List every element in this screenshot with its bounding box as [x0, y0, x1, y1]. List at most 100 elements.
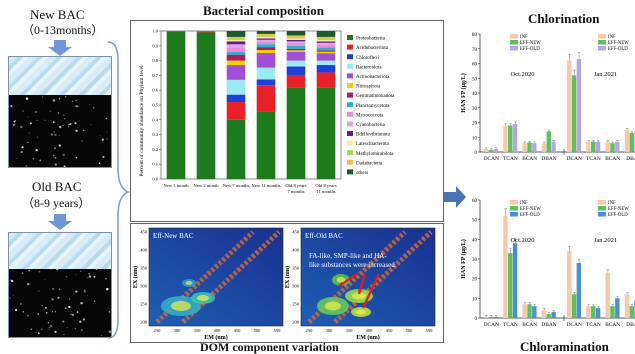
bar-segment-methylomirabilota — [256, 35, 276, 37]
bar-segment-dadabacteria — [256, 33, 276, 36]
particle — [14, 119, 17, 122]
particle — [25, 97, 29, 100]
particle — [80, 270, 82, 272]
bar-segment-proteobacteria — [256, 111, 276, 179]
particle — [69, 122, 72, 125]
legend-label: Bdellovibrionota — [356, 133, 391, 138]
han-legend-swatch — [510, 212, 518, 217]
bar-segment-latescibacterota — [316, 39, 336, 42]
bar-segment-planctomycetota — [286, 45, 306, 49]
old-bac-age: （8-9 years） — [22, 196, 91, 210]
y-tick-label: 0.0 — [152, 177, 158, 182]
han-legend-swatch — [598, 206, 606, 211]
particle — [52, 287, 55, 291]
right-arrow-icon — [444, 186, 466, 208]
bar-segment-nitrospirota — [286, 50, 306, 52]
han-legend-swatch — [598, 40, 606, 45]
han-legend-swatch — [510, 200, 518, 205]
particle — [69, 298, 71, 300]
y-tick-label: 0.6 — [152, 88, 158, 93]
bar-segment-bdellovibrionota — [256, 38, 276, 40]
eem-x-tick: 500 — [254, 328, 262, 333]
period-label: Oct.2020 — [510, 237, 534, 244]
legend-swatch — [347, 35, 353, 40]
han-legend-label: EFF-NEW — [608, 41, 629, 46]
bar-segment-dadabacteria — [226, 36, 246, 39]
category-label: 7 months — [288, 189, 305, 194]
particle — [54, 147, 56, 149]
han-bar-eff-new — [629, 132, 634, 153]
han-x-label: BCAN — [522, 156, 537, 162]
particle — [27, 315, 29, 317]
particle — [63, 333, 65, 336]
bar-segment-bacteroidota — [286, 60, 306, 67]
han-legend-label: EFF-OLD — [608, 47, 628, 52]
particle — [79, 320, 82, 323]
bar-segment-methylomirabilota — [316, 38, 336, 40]
curly-brace — [107, 41, 130, 339]
bar-segment-others — [286, 31, 306, 36]
particle — [26, 283, 29, 286]
particle — [49, 110, 52, 112]
legend-swatch — [347, 159, 353, 165]
han-legend-swatch — [598, 34, 606, 39]
bar-segment-nitrospirota — [226, 60, 246, 66]
han-bar-inf — [503, 125, 508, 152]
legend-swatch — [347, 73, 353, 79]
eem-new-bac: Eff-New BAC 250 300 350 400 450 500 550 200 250 30… — [132, 227, 284, 341]
bar-segment-cyanobacteria — [286, 41, 306, 43]
legend-swatch — [347, 102, 353, 108]
eem-x-label: EM (nm) — [356, 334, 380, 341]
han-bar-eff-old — [595, 308, 601, 318]
particle — [30, 328, 33, 331]
particle — [19, 303, 22, 305]
eem-annotation: FA-like, SMP-like and HA-like substances… — [309, 252, 395, 269]
legend-label: Acidobacteriota — [356, 46, 389, 51]
arrow-head — [339, 281, 344, 286]
old-bac-label: Old BAC — [32, 179, 82, 194]
category-label: New 11 months — [252, 183, 281, 188]
particle — [22, 311, 25, 313]
particle — [9, 297, 11, 299]
particle — [63, 114, 65, 116]
legend-swatch — [347, 83, 353, 88]
particle — [16, 157, 18, 159]
bar-segment-nitrospirota — [316, 51, 336, 54]
bar-segment-others — [226, 31, 246, 37]
han-bar-eff-old — [615, 298, 620, 318]
particle — [75, 99, 77, 102]
legend-label: Cyanobacteria — [356, 123, 386, 128]
peak-core — [325, 301, 341, 311]
y-tick-label: 20 — [472, 122, 478, 127]
particle — [98, 162, 101, 165]
particle — [59, 288, 60, 290]
eem-y-tick: 300 — [140, 284, 148, 289]
particle — [105, 277, 107, 280]
particle — [47, 322, 50, 324]
particle — [62, 153, 65, 156]
y-tick-label: 0.9 — [152, 43, 158, 48]
peak-core — [197, 295, 209, 301]
category-label: New 1 month — [163, 183, 189, 188]
han-bar-inf — [484, 317, 489, 318]
legend-label: Planctomycetota — [356, 104, 390, 109]
arrow-head — [357, 289, 363, 294]
particle — [82, 318, 85, 321]
han-bar-inf — [522, 304, 527, 318]
han-legend-swatch — [510, 34, 518, 39]
bar-segment-myxococcota — [226, 47, 246, 52]
particle — [71, 100, 74, 102]
particle — [35, 331, 37, 333]
particle — [75, 274, 77, 276]
han-bar-eff-old — [512, 123, 518, 152]
scatter-band — [333, 230, 433, 324]
particle — [27, 116, 29, 118]
bar-segment-actinobacteriota — [286, 51, 306, 61]
category-label: New 2 month — [193, 183, 219, 188]
particle — [101, 138, 105, 141]
eem-x-tick: 350 — [346, 328, 354, 333]
particle — [94, 300, 96, 302]
bar-segment-bacteroidota — [316, 60, 336, 66]
han-bar-eff-old — [532, 143, 537, 152]
han-bar-eff-old — [576, 59, 582, 152]
